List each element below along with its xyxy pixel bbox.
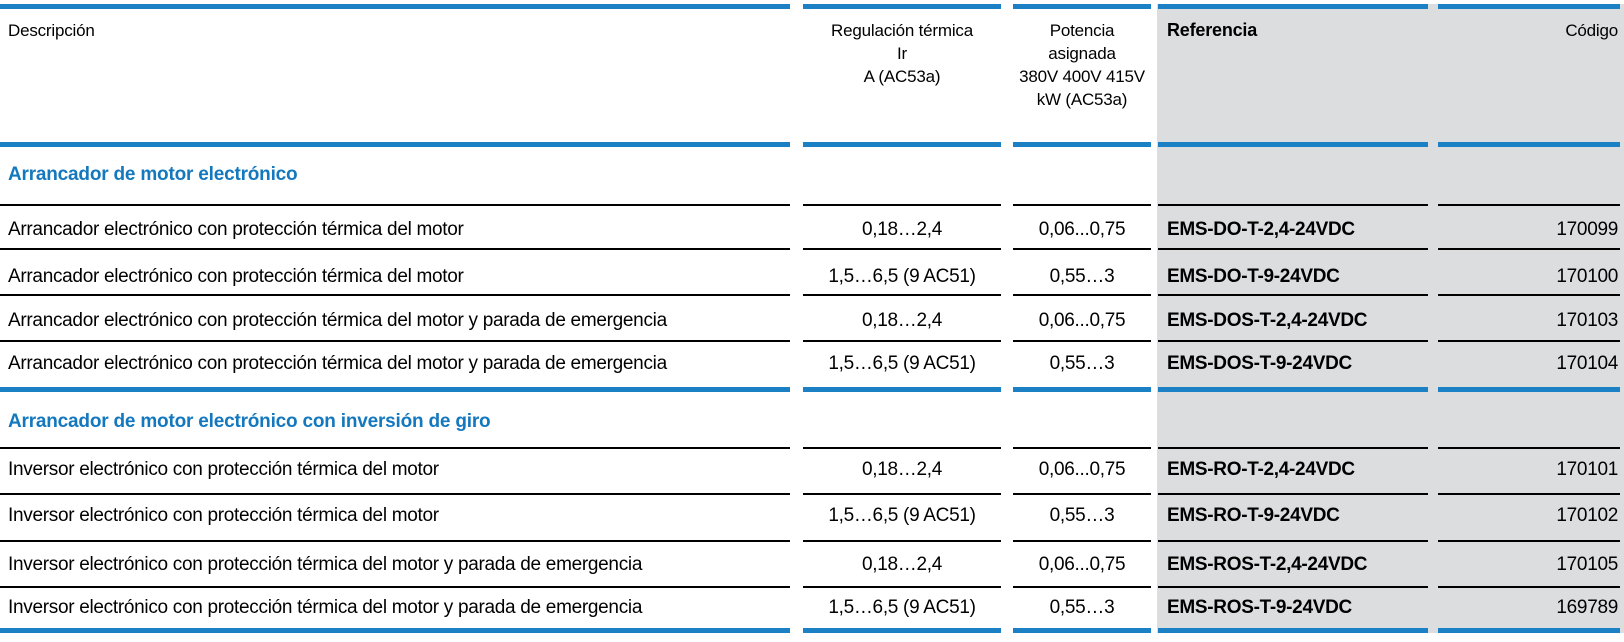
row-referencia: EMS-RO-T-9-24VDC bbox=[1167, 505, 1340, 526]
column-header-descripcion: Descripción bbox=[8, 21, 95, 40]
row-regulacion-value: 0,18…2,4 bbox=[862, 554, 942, 575]
row-codigo: 170100 bbox=[1556, 266, 1618, 287]
row-potencia-value: 0,06...0,75 bbox=[1038, 219, 1126, 240]
row-potencia-value: 0,06...0,75 bbox=[1038, 554, 1126, 575]
table-row: Arrancador electrónico con protección té… bbox=[0, 298, 1624, 344]
table-row: Inversor electrónico con protección térm… bbox=[0, 493, 1624, 539]
row-potencia-value: 0,55…3 bbox=[1049, 353, 1115, 374]
row-regulacion-value: 0,18…2,4 bbox=[862, 310, 942, 331]
row-separator-line bbox=[0, 586, 1624, 588]
column-header-referencia: Referencia bbox=[1167, 20, 1258, 40]
row-potencia-value: 0,55…3 bbox=[1049, 597, 1115, 618]
table-row: Arrancador electrónico con protección té… bbox=[0, 254, 1624, 300]
row-description: Inversor electrónico con protección térm… bbox=[8, 597, 643, 618]
section-divider-rule bbox=[0, 387, 1624, 392]
row-regulacion-value: 0,18…2,4 bbox=[862, 459, 942, 480]
row-codigo: 169789 bbox=[1556, 597, 1618, 618]
row-regulacion-value: 1,5…6,5 (9 AC51) bbox=[828, 353, 976, 374]
section-2-top-line bbox=[0, 447, 1624, 449]
row-potencia-value: 0,06...0,75 bbox=[1038, 459, 1126, 480]
row-description: Arrancador electrónico con protección té… bbox=[8, 219, 464, 240]
header-potencia-line2: asignada bbox=[1048, 44, 1116, 63]
row-referencia: EMS-DOS-T-2,4-24VDC bbox=[1167, 310, 1368, 331]
row-referencia: EMS-DO-T-2,4-24VDC bbox=[1167, 219, 1355, 240]
row-regulacion-value: 0,18…2,4 bbox=[862, 219, 942, 240]
row-description: Inversor electrónico con protección térm… bbox=[8, 459, 439, 480]
column-header-codigo: Código bbox=[1565, 21, 1618, 40]
section-1-top-line bbox=[0, 204, 1624, 206]
reference-column-highlight bbox=[1157, 4, 1624, 633]
row-codigo: 170104 bbox=[1556, 353, 1618, 374]
row-codigo: 170099 bbox=[1556, 219, 1618, 240]
header-regulacion-line2: Ir bbox=[897, 44, 907, 63]
row-referencia: EMS-DOS-T-9-24VDC bbox=[1167, 353, 1352, 374]
row-description: Arrancador electrónico con protección té… bbox=[8, 310, 667, 331]
table-row: Arrancador electrónico con protección té… bbox=[0, 341, 1624, 387]
row-description: Inversor electrónico con protección térm… bbox=[8, 554, 643, 575]
column-header-regulacion-termica: Regulación térmica Ir A (AC53a) bbox=[803, 19, 1001, 88]
row-regulacion-value: 1,5…6,5 (9 AC51) bbox=[828, 597, 976, 618]
header-potencia-line4: kW (AC53a) bbox=[1036, 90, 1128, 109]
row-potencia-value: 0,55…3 bbox=[1049, 266, 1115, 287]
row-separator-line bbox=[0, 493, 1624, 495]
row-regulacion-value: 1,5…6,5 (9 AC51) bbox=[828, 505, 976, 526]
row-referencia: EMS-RO-T-2,4-24VDC bbox=[1167, 459, 1355, 480]
row-codigo: 170105 bbox=[1556, 554, 1618, 575]
row-potencia-value: 0,55…3 bbox=[1049, 505, 1115, 526]
row-potencia-value: 0,06...0,75 bbox=[1038, 310, 1126, 331]
table-row: Inversor electrónico con protección térm… bbox=[0, 542, 1624, 588]
column-header-potencia-asignada: Potencia asignada 380V 400V 415V kW (AC5… bbox=[1013, 19, 1151, 111]
row-separator-line bbox=[0, 540, 1624, 542]
table-top-rule bbox=[0, 4, 1624, 9]
row-regulacion-value: 1,5…6,5 (9 AC51) bbox=[828, 266, 976, 287]
header-regulacion-line3: A (AC53a) bbox=[863, 67, 941, 86]
table-row: Arrancador electrónico con protección té… bbox=[0, 207, 1624, 253]
row-separator-line bbox=[0, 340, 1624, 342]
row-description: Arrancador electrónico con protección té… bbox=[8, 353, 667, 374]
row-codigo: 170103 bbox=[1556, 310, 1618, 331]
header-bottom-rule bbox=[0, 142, 1624, 147]
table-row: Inversor electrónico con protección térm… bbox=[0, 447, 1624, 493]
header-potencia-line3: 380V 400V 415V bbox=[1019, 67, 1145, 86]
row-referencia: EMS-ROS-T-9-24VDC bbox=[1167, 597, 1352, 618]
table-row: Inversor electrónico con protección térm… bbox=[0, 585, 1624, 631]
row-description: Arrancador electrónico con protección té… bbox=[8, 266, 464, 287]
row-separator-line bbox=[0, 294, 1624, 296]
row-referencia: EMS-DO-T-9-24VDC bbox=[1167, 266, 1340, 287]
table-bottom-rule bbox=[0, 628, 1624, 633]
header-potencia-line1: Potencia bbox=[1049, 21, 1115, 40]
row-codigo: 170101 bbox=[1556, 459, 1618, 480]
row-codigo: 170102 bbox=[1556, 505, 1618, 526]
section-title-arrancador: Arrancador de motor electrónico bbox=[8, 164, 298, 185]
header-regulacion-line1: Regulación térmica bbox=[831, 21, 973, 40]
section-title-arrancador-inversion: Arrancador de motor electrónico con inve… bbox=[8, 411, 491, 432]
row-description: Inversor electrónico con protección térm… bbox=[8, 505, 439, 526]
row-referencia: EMS-ROS-T-2,4-24VDC bbox=[1167, 554, 1368, 575]
row-separator-line bbox=[0, 248, 1624, 250]
